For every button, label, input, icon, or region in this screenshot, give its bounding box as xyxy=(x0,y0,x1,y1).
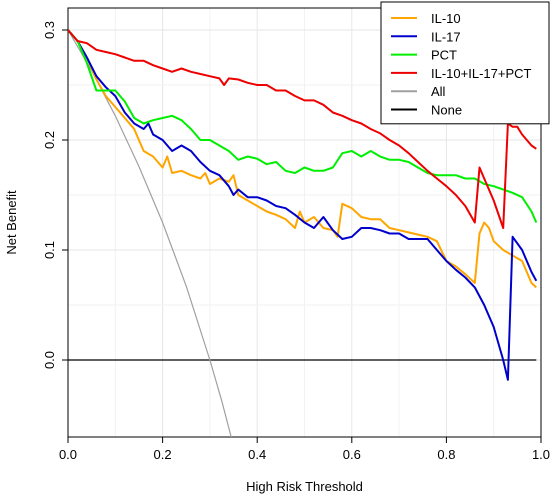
plot-frame xyxy=(67,7,542,438)
series-line-il-17 xyxy=(68,29,538,381)
legend-label: IL-17 xyxy=(431,29,461,44)
legend: IL-10 IL-17 PCT IL-10+IL-17+PCT All None xyxy=(380,1,550,125)
y-tick-label: 0.3 xyxy=(42,21,57,39)
legend-label: PCT xyxy=(431,48,457,63)
x-tick-label: 0.8 xyxy=(437,447,455,462)
y-axis-label: Net Benefit xyxy=(4,190,19,255)
x-tick-label: 0.2 xyxy=(154,447,172,462)
series-lines xyxy=(68,29,538,437)
x-tick-label: 0.0 xyxy=(59,447,77,462)
x-tick-label: 0.6 xyxy=(343,447,361,462)
legend-label: None xyxy=(431,103,462,118)
y-axis: 0.0 0.1 0.2 0.3 xyxy=(42,21,68,369)
legend-box xyxy=(380,1,550,125)
series-line-il-10 xyxy=(68,29,537,289)
legend-label: IL-10 xyxy=(431,11,461,26)
x-axis: 0.0 0.2 0.4 0.6 0.8 1.0 xyxy=(59,437,550,462)
y-tick-label: 0.2 xyxy=(42,131,57,149)
legend-label: All xyxy=(431,84,446,99)
x-tick-label: 1.0 xyxy=(532,447,550,462)
y-tick-label: 0.1 xyxy=(42,241,57,259)
y-tick-label: 0.0 xyxy=(42,351,57,369)
x-axis-label: High Risk Threshold xyxy=(246,479,363,494)
series-line-il-10-il-17-pct xyxy=(68,29,537,229)
x-tick-label: 0.4 xyxy=(248,447,266,462)
legend-label: IL-10+IL-17+PCT xyxy=(431,66,532,81)
series-line-pct xyxy=(68,29,538,223)
